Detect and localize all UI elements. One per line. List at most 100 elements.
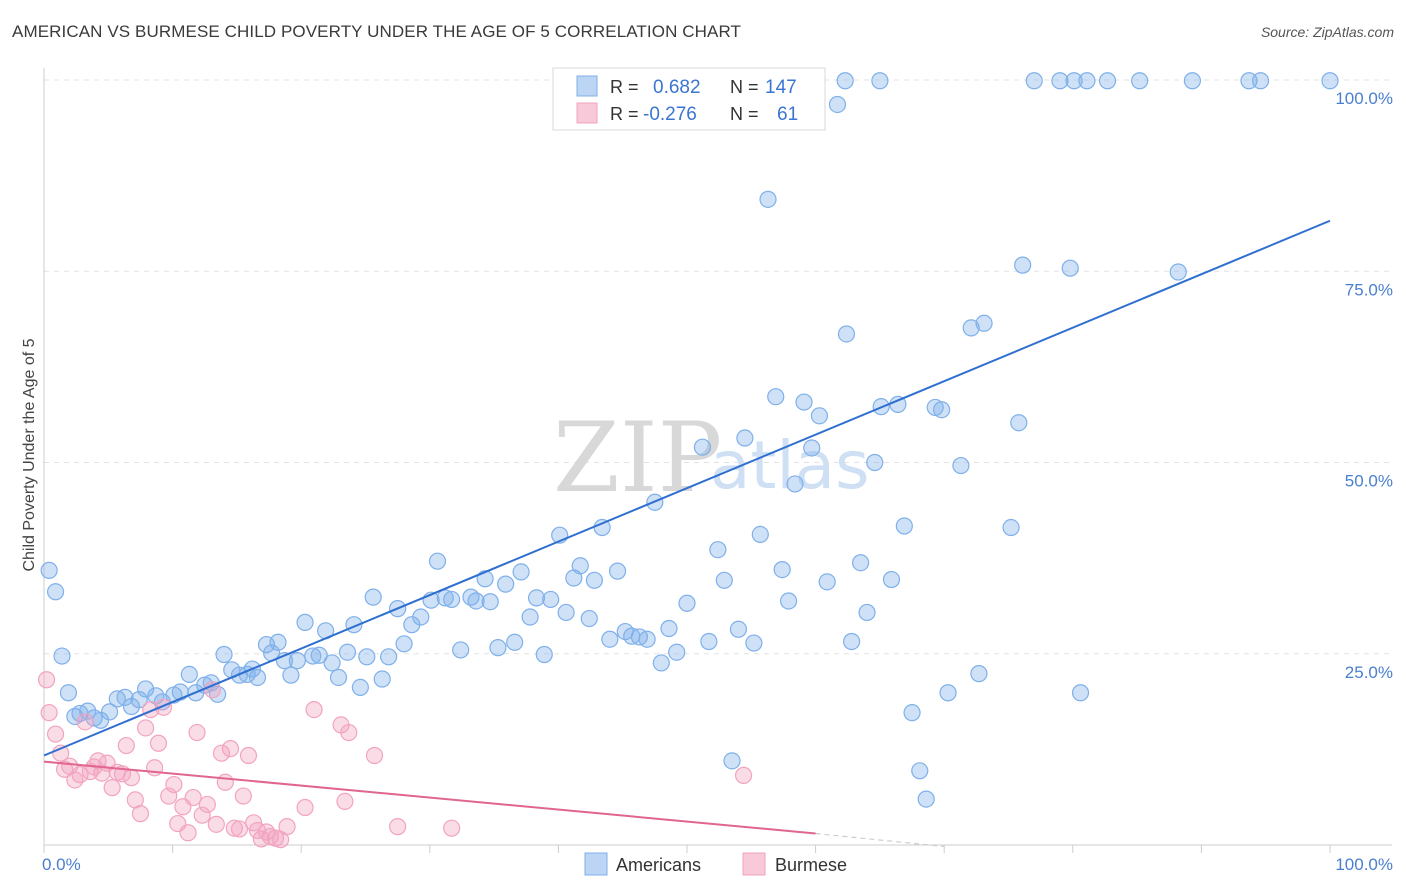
americans-point — [952, 456, 970, 475]
burmese-point — [221, 740, 240, 758]
americans-point — [428, 552, 447, 570]
burmese-point — [207, 815, 225, 833]
bottom-legend-swatch-burmese — [742, 852, 766, 876]
burmese-point — [40, 704, 58, 722]
americans-point — [535, 645, 553, 664]
americans-point — [773, 560, 791, 579]
americans-point — [373, 670, 391, 688]
burmese-trend-extension — [815, 832, 945, 848]
americans-point — [46, 583, 65, 601]
y-tick-label: 100.0% — [1335, 89, 1393, 108]
burmese-point — [71, 766, 89, 784]
americans-point — [1061, 259, 1079, 277]
y-tick-label: 75.0% — [1345, 280, 1393, 299]
burmese-point — [340, 723, 358, 742]
americans-point — [1010, 414, 1028, 432]
y-tick-label: 25.0% — [1345, 663, 1393, 682]
americans-point — [296, 613, 314, 631]
americans-point — [481, 593, 499, 611]
americans-point — [795, 393, 813, 411]
bottom-legend-swatch-americans — [584, 852, 608, 876]
americans-point — [837, 325, 856, 343]
x-tick-labels: 0.0% 100.0% — [42, 855, 1393, 874]
legend-n-value-1: 147 — [765, 77, 797, 98]
burmese-point — [234, 787, 252, 805]
americans-point — [709, 541, 727, 559]
burmese-point — [179, 824, 197, 842]
americans-point — [452, 641, 470, 659]
burmese-trend-line — [43, 760, 816, 835]
burmese-point — [212, 744, 231, 762]
americans-point — [786, 475, 804, 493]
x-tick-label: 100.0% — [1335, 855, 1393, 874]
americans-point — [1169, 263, 1187, 281]
chart-title: AMERICAN VS BURMESE CHILD POVERTY UNDER … — [12, 22, 742, 41]
americans-point — [1051, 72, 1069, 90]
burmese-point — [76, 713, 94, 731]
americans-point — [506, 633, 524, 651]
americans-point — [412, 608, 430, 626]
burmese-point — [365, 746, 384, 765]
legend-n-label-1: N = — [730, 77, 759, 97]
burmese-point — [296, 798, 314, 817]
americans-point — [358, 648, 376, 666]
americans-point — [1014, 256, 1032, 274]
burmese-point — [131, 805, 150, 823]
americans-point — [338, 643, 357, 661]
legend-n-value-2: 61 — [777, 104, 798, 125]
watermark-atlas: atlas — [710, 427, 870, 504]
americans-point — [467, 592, 485, 610]
burmese-point — [336, 792, 354, 810]
americans-point — [828, 95, 847, 114]
americans-point — [395, 635, 413, 653]
americans-point — [571, 557, 589, 575]
americans-point — [660, 619, 678, 638]
americans-point — [700, 632, 718, 651]
americans-point — [866, 453, 884, 472]
americans-point — [329, 668, 348, 687]
legend-r-label-2: R = — [610, 104, 639, 124]
americans-point — [512, 563, 530, 581]
americans-point — [1098, 72, 1117, 90]
legend-box — [552, 67, 826, 131]
americans-point — [678, 594, 696, 612]
americans-point — [1025, 72, 1043, 90]
burmese-point — [184, 788, 202, 807]
americans-point — [759, 190, 777, 208]
americans-point — [836, 72, 854, 90]
americans-point — [939, 684, 957, 702]
americans-point — [521, 608, 539, 626]
americans-point — [818, 573, 836, 591]
americans-point — [436, 589, 454, 607]
burmese-point — [149, 734, 168, 752]
americans-point — [215, 645, 233, 664]
americans-point — [304, 647, 322, 665]
y-tick-labels: 25.0% 50.0% 75.0% 100.0% — [1335, 89, 1393, 682]
americans-point — [527, 589, 546, 607]
americans-point — [1240, 72, 1258, 90]
americans-point — [723, 752, 741, 770]
americans-point — [489, 639, 507, 657]
americans-point — [1321, 72, 1339, 90]
watermark-zip: ZIP — [553, 402, 722, 514]
americans-point — [323, 654, 341, 672]
correlation-legend: R = 0.682 N = 147 R = -0.276 N = 61 — [552, 67, 826, 131]
americans-point — [136, 680, 155, 698]
americans-point — [351, 678, 369, 697]
burmese-point — [734, 766, 753, 784]
burmese-point — [198, 795, 216, 814]
burmese-point — [117, 736, 135, 755]
americans-point — [843, 632, 861, 651]
americans-point — [476, 570, 494, 588]
americans-point — [116, 688, 134, 706]
bottom-legend-label-americans: Americans — [616, 855, 701, 875]
y-axis-title: Child Poverty Under the Age of 5 — [21, 338, 38, 571]
americans-point — [895, 517, 913, 535]
americans-point — [130, 691, 148, 709]
americans-point — [288, 652, 306, 670]
americans-point — [608, 562, 627, 580]
americans-point — [40, 561, 58, 579]
americans-point — [736, 429, 754, 447]
burmese-point — [122, 769, 141, 787]
